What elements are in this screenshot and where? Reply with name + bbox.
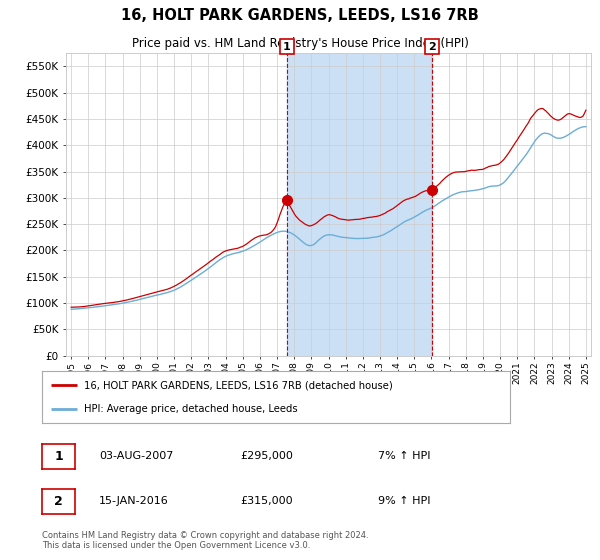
Text: 15-JAN-2016: 15-JAN-2016: [99, 496, 169, 506]
Text: HPI: Average price, detached house, Leeds: HPI: Average price, detached house, Leed…: [84, 404, 298, 414]
Text: 16, HOLT PARK GARDENS, LEEDS, LS16 7RB: 16, HOLT PARK GARDENS, LEEDS, LS16 7RB: [121, 8, 479, 23]
Text: £295,000: £295,000: [240, 451, 293, 461]
Text: Contains HM Land Registry data © Crown copyright and database right 2024.
This d: Contains HM Land Registry data © Crown c…: [42, 530, 368, 550]
Text: 16, HOLT PARK GARDENS, LEEDS, LS16 7RB (detached house): 16, HOLT PARK GARDENS, LEEDS, LS16 7RB (…: [84, 380, 393, 390]
Text: 1: 1: [283, 41, 291, 52]
Text: Price paid vs. HM Land Registry's House Price Index (HPI): Price paid vs. HM Land Registry's House …: [131, 37, 469, 50]
Text: 7% ↑ HPI: 7% ↑ HPI: [378, 451, 431, 461]
Text: 03-AUG-2007: 03-AUG-2007: [99, 451, 173, 461]
Text: 2: 2: [54, 494, 63, 508]
Bar: [287, 53, 432, 356]
Text: 2: 2: [428, 41, 436, 52]
Text: 9% ↑ HPI: 9% ↑ HPI: [378, 496, 431, 506]
Text: £315,000: £315,000: [240, 496, 293, 506]
Text: 1: 1: [54, 450, 63, 463]
